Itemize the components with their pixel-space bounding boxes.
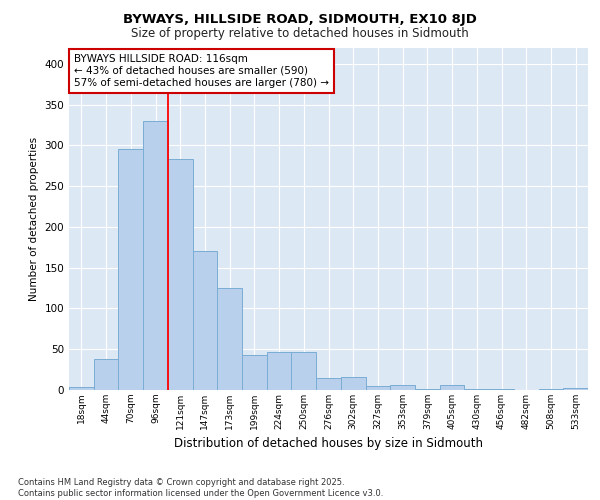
Bar <box>242 355 267 390</box>
Bar <box>193 250 217 390</box>
Bar <box>94 359 118 390</box>
Y-axis label: Number of detached properties: Number of detached properties <box>29 136 39 301</box>
Bar <box>341 377 365 390</box>
X-axis label: Distribution of detached houses by size in Sidmouth: Distribution of detached houses by size … <box>174 438 483 450</box>
Bar <box>118 150 143 390</box>
Bar <box>415 389 440 390</box>
Bar <box>316 378 341 390</box>
Bar <box>168 159 193 390</box>
Text: BYWAYS, HILLSIDE ROAD, SIDMOUTH, EX10 8JD: BYWAYS, HILLSIDE ROAD, SIDMOUTH, EX10 8J… <box>123 12 477 26</box>
Text: Size of property relative to detached houses in Sidmouth: Size of property relative to detached ho… <box>131 28 469 40</box>
Bar <box>292 352 316 390</box>
Text: Contains HM Land Registry data © Crown copyright and database right 2025.
Contai: Contains HM Land Registry data © Crown c… <box>18 478 383 498</box>
Bar <box>563 388 588 390</box>
Bar <box>69 386 94 390</box>
Text: BYWAYS HILLSIDE ROAD: 116sqm
← 43% of detached houses are smaller (590)
57% of s: BYWAYS HILLSIDE ROAD: 116sqm ← 43% of de… <box>74 54 329 88</box>
Bar <box>390 385 415 390</box>
Bar <box>489 389 514 390</box>
Bar <box>464 389 489 390</box>
Bar <box>267 352 292 390</box>
Bar <box>365 386 390 390</box>
Bar <box>217 288 242 390</box>
Bar <box>440 385 464 390</box>
Bar <box>143 121 168 390</box>
Bar <box>539 389 563 390</box>
